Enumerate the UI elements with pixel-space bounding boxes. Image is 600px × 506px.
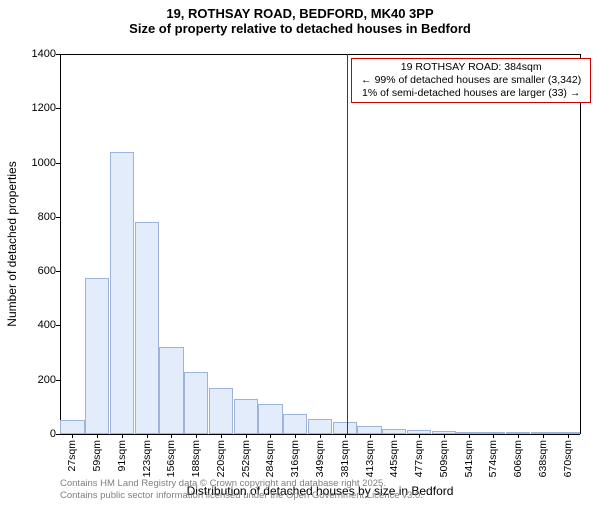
x-tick-label: 509sqm	[438, 440, 450, 477]
x-tick-label: 123sqm	[141, 440, 153, 477]
x-tick-mark	[246, 434, 247, 438]
y-tick-label: 600	[26, 265, 56, 277]
y-tick-mark	[56, 163, 60, 164]
x-tick-label: 445sqm	[388, 440, 400, 477]
x-tick-label: 188sqm	[190, 440, 202, 477]
y-tick-mark	[56, 271, 60, 272]
x-tick-label: 413sqm	[364, 440, 376, 477]
x-tick-mark	[270, 434, 271, 438]
annotation-line: 19 ROTHSAY ROAD: 384sqm	[356, 61, 586, 74]
y-tick-label: 1000	[26, 157, 56, 169]
marker-line	[347, 54, 348, 434]
x-tick-mark	[147, 434, 148, 438]
bar	[357, 426, 381, 434]
y-tick-label: 800	[26, 211, 56, 223]
bar	[60, 420, 84, 434]
x-tick-mark	[518, 434, 519, 438]
bar	[110, 152, 134, 434]
bar	[85, 278, 109, 434]
y-tick-mark	[56, 380, 60, 381]
x-tick-label: 91sqm	[116, 440, 128, 472]
annotation-line: ← 99% of detached houses are smaller (3,…	[356, 74, 586, 87]
axis-left	[60, 54, 61, 434]
annotation-line: 1% of semi-detached houses are larger (3…	[356, 87, 586, 100]
x-tick-mark	[345, 434, 346, 438]
y-tick-label: 0	[26, 428, 56, 440]
x-tick-label: 670sqm	[562, 440, 574, 477]
x-tick-label: 574sqm	[487, 440, 499, 477]
bar	[234, 399, 258, 434]
x-tick-mark	[221, 434, 222, 438]
y-axis-label: Number of detached properties	[5, 161, 19, 326]
x-tick-label: 27sqm	[66, 440, 78, 472]
axis-right	[580, 54, 581, 434]
y-tick-label: 400	[26, 319, 56, 331]
x-tick-label: 541sqm	[463, 440, 475, 477]
y-tick-label: 200	[26, 374, 56, 386]
bar	[283, 414, 307, 434]
x-tick-mark	[543, 434, 544, 438]
x-tick-label: 59sqm	[91, 440, 103, 472]
bar	[135, 222, 159, 434]
x-tick-mark	[171, 434, 172, 438]
footer-line-1: Contains HM Land Registry data © Crown c…	[60, 478, 423, 489]
page-subtitle: Size of property relative to detached ho…	[0, 21, 600, 36]
x-tick-mark	[493, 434, 494, 438]
x-tick-label: 284sqm	[264, 440, 276, 477]
x-tick-label: 381sqm	[339, 440, 351, 477]
page-title: 19, ROTHSAY ROAD, BEDFORD, MK40 3PP	[0, 6, 600, 21]
bar	[184, 372, 208, 434]
y-tick-mark	[56, 54, 60, 55]
x-tick-mark	[370, 434, 371, 438]
y-tick-mark	[56, 434, 60, 435]
x-tick-mark	[72, 434, 73, 438]
y-tick-label: 1400	[26, 48, 56, 60]
x-tick-mark	[394, 434, 395, 438]
chart-area: Number of detached properties 0200400600…	[60, 54, 580, 434]
x-tick-mark	[568, 434, 569, 438]
y-tick-mark	[56, 325, 60, 326]
y-tick-label: 1200	[26, 102, 56, 114]
x-tick-mark	[122, 434, 123, 438]
annotation-box: 19 ROTHSAY ROAD: 384sqm← 99% of detached…	[351, 58, 591, 103]
bar	[209, 388, 233, 434]
x-tick-mark	[419, 434, 420, 438]
x-tick-mark	[444, 434, 445, 438]
footer-line-2: Contains public sector information licen…	[60, 490, 423, 501]
footer-credits: Contains HM Land Registry data © Crown c…	[60, 478, 423, 501]
x-tick-label: 316sqm	[289, 440, 301, 477]
axis-top	[60, 54, 580, 55]
x-tick-mark	[320, 434, 321, 438]
plot-region: 020040060080010001200140027sqm59sqm91sqm…	[60, 54, 580, 434]
x-tick-label: 156sqm	[165, 440, 177, 477]
x-tick-label: 638sqm	[537, 440, 549, 477]
bar	[258, 404, 282, 434]
x-tick-mark	[196, 434, 197, 438]
bar	[333, 422, 357, 434]
container: 19, ROTHSAY ROAD, BEDFORD, MK40 3PP Size…	[0, 6, 600, 506]
x-tick-label: 220sqm	[215, 440, 227, 477]
x-tick-label: 349sqm	[314, 440, 326, 477]
x-tick-label: 606sqm	[512, 440, 524, 477]
x-tick-label: 477sqm	[413, 440, 425, 477]
bar	[308, 419, 332, 434]
x-tick-mark	[295, 434, 296, 438]
y-tick-mark	[56, 108, 60, 109]
x-tick-label: 252sqm	[240, 440, 252, 477]
y-tick-mark	[56, 217, 60, 218]
bar	[159, 347, 183, 434]
x-tick-mark	[97, 434, 98, 438]
x-tick-mark	[469, 434, 470, 438]
